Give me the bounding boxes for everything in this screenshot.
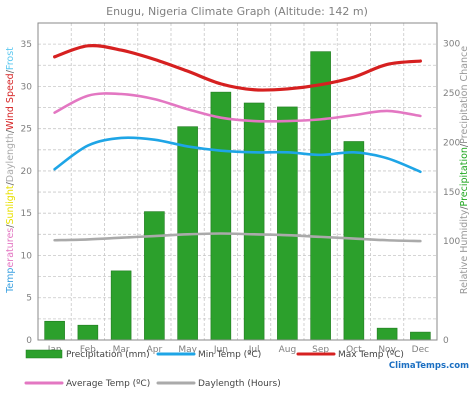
axis-label-part: eratures [5,228,16,268]
axis-label-part: Wind Speed [5,73,16,130]
left-tick-label: 30 [21,82,33,92]
precipitation-bar-sep [310,51,331,341]
legend-label: Daylength (Hours) [198,379,281,389]
precipitation-bar-dec [410,331,431,341]
x-tick-label: Apr [147,345,163,355]
legend-label: Average Temp (ºC) [66,379,150,389]
right-tick-label: 0 [443,336,449,346]
x-tick-label: Feb [80,345,96,355]
series-line-max-temp-c [53,43,422,92]
brand-logo[interactable]: ClimaTemps.com [389,361,469,371]
axis-label-part: Precipitation Chance [459,46,470,144]
precipitation-bar-jul [243,102,265,341]
axis-label-part: / [5,69,16,73]
plot-frame [37,22,438,341]
left-tick-label: 5 [26,294,32,304]
axis-label-part: Frost [5,47,16,70]
axis-label-part: / [459,206,470,210]
series-line-daylength-hours [53,232,422,243]
plot-border [37,22,438,341]
legend-label: Max Temp (ºC) [338,350,404,360]
precipitation-bar-oct [343,141,365,341]
axis-label-part: / [5,181,16,185]
right-tick-label: 300 [443,40,460,50]
x-tick-label: Jun [213,345,228,355]
right-axis-label: Relative Humidity/Precipitation/Precipit… [459,46,470,294]
brand-part: Temps [416,361,446,371]
precipitation-bar-nov [376,327,398,341]
axis-label-part: Daylength [5,133,16,182]
x-tick-label: Aug [279,345,297,355]
brand-part: .com [446,361,469,371]
precipitation-bar-apr [144,211,165,341]
x-tick-label: Sep [312,345,329,355]
axis-label-part: Sunlight [5,185,16,224]
series-line-average-temp-c [53,92,422,123]
precipitation-bar-feb [77,324,99,341]
left-axis-label: Temperatures/Sunlight/Daylength/Wind Spe… [5,47,16,294]
legend: Precipitation (mm) Min Temp (ºC) Max Temp … [24,349,404,389]
precipitation-bar-mar [110,270,132,341]
precipitation-bar-jun [210,91,232,341]
legend-label: Min Temp (ºC) [198,350,261,360]
left-tick-label: 0 [26,336,32,346]
left-tick-label: 10 [21,251,33,261]
precipitation-bar-jan [44,320,65,341]
brand-part: Clima [389,361,416,371]
precipitation-bars [44,51,431,341]
x-tick-label: May [178,345,197,355]
axis-label-part: Precipitation [459,147,470,206]
right-axis-ticks: 0 100 150 200 250 300 [443,40,460,346]
x-tick-label: Nov [378,345,396,355]
series-line-min-temp-c [53,136,422,174]
x-tick-label: Oct [346,345,362,355]
legend-swatch-precipitation [25,349,63,359]
temperature-lines [53,43,422,243]
right-tick-label: 100 [443,237,460,247]
precipitation-bar-aug [277,106,298,341]
right-tick-label: 250 [443,89,460,99]
left-axis-ticks: 0 5 10 15 20 25 30 35 [21,40,33,346]
left-tick-label: 15 [21,209,32,219]
axis-label-part: Relative Humidity [459,209,470,294]
axis-label-part: Temp [5,268,16,294]
axis-label-part: / [5,129,16,133]
chart-title: Enugu, Nigeria Climate Graph (Altitude: … [106,5,368,18]
right-tick-label: 150 [443,188,460,198]
axis-label-part: / [459,143,470,147]
left-tick-label: 35 [21,40,32,50]
axis-label-part: / [5,224,16,228]
grid [38,23,437,340]
x-tick-label: Jul [248,345,260,355]
x-tick-label: Mar [113,345,130,355]
legend-label: Precipitation (mm) [66,350,150,360]
right-tick-label: 200 [443,138,460,148]
x-tick-label: Dec [412,345,429,355]
left-tick-label: 20 [21,167,33,177]
left-tick-label: 25 [21,125,32,135]
